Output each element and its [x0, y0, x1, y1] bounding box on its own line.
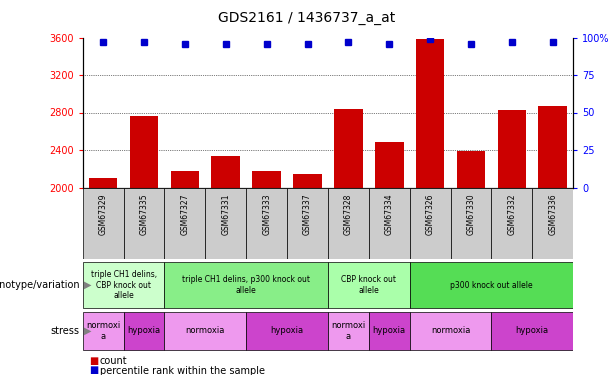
Bar	[538, 106, 567, 188]
FancyBboxPatch shape	[328, 188, 369, 259]
Text: count: count	[100, 356, 128, 366]
Text: normoxia: normoxia	[186, 326, 225, 335]
Text: percentile rank within the sample: percentile rank within the sample	[100, 366, 265, 375]
FancyBboxPatch shape	[83, 262, 164, 308]
Bar	[498, 110, 526, 188]
Text: ▶: ▶	[84, 280, 91, 290]
FancyBboxPatch shape	[409, 188, 451, 259]
Text: ■: ■	[89, 356, 98, 366]
FancyBboxPatch shape	[492, 312, 573, 350]
Text: GDS2161 / 1436737_a_at: GDS2161 / 1436737_a_at	[218, 11, 395, 25]
FancyBboxPatch shape	[328, 262, 409, 308]
Text: triple CH1 delins, p300 knock out
allele: triple CH1 delins, p300 knock out allele	[182, 275, 310, 295]
Text: GSM67331: GSM67331	[221, 193, 230, 235]
Text: hypoxia: hypoxia	[373, 326, 406, 335]
FancyBboxPatch shape	[124, 188, 164, 259]
FancyBboxPatch shape	[369, 312, 409, 350]
FancyBboxPatch shape	[246, 312, 328, 350]
FancyBboxPatch shape	[492, 188, 532, 259]
Text: GSM67326: GSM67326	[425, 193, 435, 235]
Bar	[89, 178, 118, 188]
FancyBboxPatch shape	[205, 188, 246, 259]
Text: GSM67327: GSM67327	[180, 193, 189, 235]
Text: hypoxia: hypoxia	[128, 326, 161, 335]
Text: GSM67334: GSM67334	[385, 193, 394, 235]
Text: normoxi
a: normoxi a	[86, 321, 120, 340]
Text: hypoxia: hypoxia	[516, 326, 549, 335]
FancyBboxPatch shape	[451, 188, 492, 259]
Bar	[457, 151, 485, 188]
FancyBboxPatch shape	[124, 312, 164, 350]
Text: ▶: ▶	[84, 326, 91, 336]
Text: GSM67328: GSM67328	[344, 193, 353, 235]
FancyBboxPatch shape	[369, 188, 409, 259]
FancyBboxPatch shape	[287, 188, 328, 259]
FancyBboxPatch shape	[409, 312, 492, 350]
FancyBboxPatch shape	[409, 262, 573, 308]
FancyBboxPatch shape	[328, 312, 369, 350]
Text: normoxi
a: normoxi a	[331, 321, 365, 340]
Text: CBP knock out
allele: CBP knock out allele	[341, 275, 397, 295]
FancyBboxPatch shape	[164, 262, 328, 308]
FancyBboxPatch shape	[532, 188, 573, 259]
FancyBboxPatch shape	[164, 312, 246, 350]
Bar	[293, 174, 322, 188]
Bar	[416, 39, 444, 188]
FancyBboxPatch shape	[83, 188, 124, 259]
FancyBboxPatch shape	[164, 188, 205, 259]
Text: GSM67330: GSM67330	[466, 193, 476, 235]
Bar	[170, 171, 199, 188]
Text: p300 knock out allele: p300 knock out allele	[450, 280, 533, 290]
FancyBboxPatch shape	[246, 188, 287, 259]
Text: GSM67335: GSM67335	[140, 193, 148, 235]
Text: genotype/variation: genotype/variation	[0, 280, 80, 290]
Text: ■: ■	[89, 366, 98, 375]
Text: GSM67329: GSM67329	[99, 193, 108, 235]
Text: triple CH1 delins,
CBP knock out
allele: triple CH1 delins, CBP knock out allele	[91, 270, 157, 300]
Text: normoxia: normoxia	[431, 326, 470, 335]
Text: GSM67336: GSM67336	[548, 193, 557, 235]
Text: GSM67332: GSM67332	[508, 193, 516, 235]
Bar	[253, 171, 281, 188]
Text: hypoxia: hypoxia	[270, 326, 303, 335]
Bar	[375, 142, 403, 188]
Text: stress: stress	[51, 326, 80, 336]
Text: GSM67333: GSM67333	[262, 193, 271, 235]
Bar	[211, 156, 240, 188]
Bar	[334, 109, 363, 188]
Bar	[130, 116, 158, 188]
Text: GSM67337: GSM67337	[303, 193, 312, 235]
FancyBboxPatch shape	[83, 312, 124, 350]
